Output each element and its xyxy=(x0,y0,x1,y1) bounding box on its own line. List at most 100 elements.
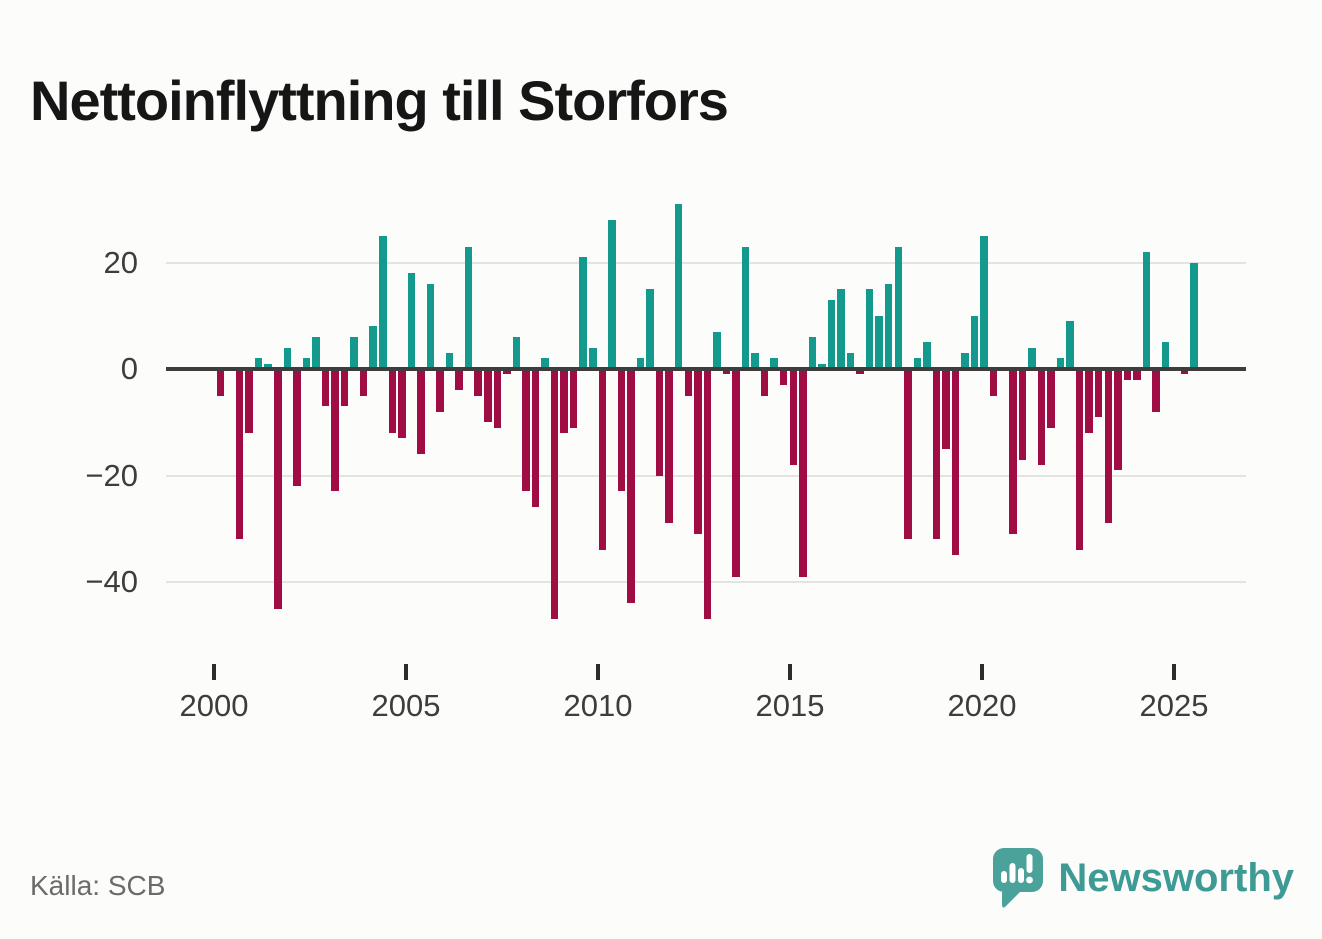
bar-2005K2 xyxy=(417,369,425,455)
bar-2004K3 xyxy=(388,369,397,433)
bar-2001K2 xyxy=(264,363,272,369)
bar-2013K2 xyxy=(722,369,731,375)
bar-2020K4 xyxy=(1009,369,1017,535)
bar-2011K2 xyxy=(646,289,654,369)
bar-2025K2 xyxy=(1180,369,1189,375)
bar-2005K3 xyxy=(426,283,435,369)
bar-2010K3 xyxy=(617,369,626,492)
bar-2014K2 xyxy=(760,369,769,396)
gridline-20 xyxy=(166,261,1246,264)
bar-2012K1 xyxy=(674,203,683,369)
x-tick-2000 xyxy=(212,664,216,680)
bar-2013K4 xyxy=(741,246,750,369)
bar-2004K4 xyxy=(398,369,406,439)
bar-2023K4 xyxy=(1123,369,1132,380)
bar-2022K2 xyxy=(1066,321,1074,369)
bar-2000K4 xyxy=(245,369,253,433)
bar-2017K2 xyxy=(875,315,883,369)
x-tick-label-2000: 2000 xyxy=(179,688,249,723)
bar-2002K3 xyxy=(312,337,320,369)
page-title: Nettoinflyttning till Storfors xyxy=(30,68,729,132)
bar-2015K1 xyxy=(789,369,797,465)
bar-2007K1 xyxy=(484,369,492,423)
bar-2021K3 xyxy=(1037,369,1046,465)
bar-2025K3 xyxy=(1190,262,1198,369)
bar-2009K2 xyxy=(569,369,578,428)
bar-2014K3 xyxy=(770,358,778,369)
brand-name: Newsworthy xyxy=(1058,855,1294,900)
bar-2018K1 xyxy=(904,369,912,540)
bar-2000K1 xyxy=(216,369,225,396)
bar-2001K1 xyxy=(254,358,263,369)
bar-2008K1 xyxy=(522,369,530,492)
bar-2010K4 xyxy=(627,369,635,604)
bar-2014K4 xyxy=(779,369,788,385)
bar-2013K1 xyxy=(713,331,721,369)
bar-2002K4 xyxy=(321,369,330,407)
bar-2015K3 xyxy=(808,337,817,369)
bar-2018K4 xyxy=(932,369,941,540)
x-tick-label-2010: 2010 xyxy=(563,688,633,723)
bar-2024K1 xyxy=(1133,369,1141,380)
bar-2017K4 xyxy=(894,246,903,369)
bar-2007K3 xyxy=(503,369,511,375)
bar-2021K1 xyxy=(1018,369,1027,460)
bar-2017K3 xyxy=(884,283,893,369)
bar-2019K3 xyxy=(961,353,969,369)
y-tick-label: −20 xyxy=(85,457,138,493)
bar-2021K2 xyxy=(1028,347,1036,369)
x-tick-2015 xyxy=(788,664,792,680)
y-tick-label: 20 xyxy=(103,244,138,280)
bar-2019K1 xyxy=(942,369,950,449)
bar-2023K3 xyxy=(1114,369,1122,471)
zero-axis-line xyxy=(166,367,1246,371)
bar-2020K2 xyxy=(989,369,998,396)
bar-2009K1 xyxy=(560,369,568,433)
bar-2023K1 xyxy=(1094,369,1103,417)
bar-2006K4 xyxy=(474,369,482,396)
bar-2016K4 xyxy=(856,369,864,375)
bar-2003K3 xyxy=(350,337,358,369)
x-tick-label-2015: 2015 xyxy=(755,688,825,723)
bar-2020K1 xyxy=(980,235,988,369)
bar-2016K2 xyxy=(837,289,845,369)
bar-2006K3 xyxy=(464,246,473,369)
bar-2015K4 xyxy=(818,363,826,369)
bar-2005K1 xyxy=(407,273,416,369)
bar-2007K4 xyxy=(512,337,521,369)
bar-2019K4 xyxy=(970,315,979,369)
bar-2006K1 xyxy=(445,353,454,369)
x-tick-2020 xyxy=(980,664,984,680)
bar-2001K3 xyxy=(274,369,282,609)
bar-2012K4 xyxy=(703,369,712,620)
x-tick-label-2020: 2020 xyxy=(947,688,1017,723)
bar-2014K1 xyxy=(751,353,759,369)
bar-2013K3 xyxy=(732,369,740,577)
bar-2002K1 xyxy=(293,369,301,487)
bar-2016K3 xyxy=(846,353,855,369)
bar-2023K2 xyxy=(1104,369,1113,524)
bar-2002K2 xyxy=(302,358,311,369)
bar-2009K3 xyxy=(579,257,587,369)
x-tick-label-2005: 2005 xyxy=(371,688,441,723)
speech-bubble-bar-chart-icon xyxy=(993,848,1044,908)
bar-2004K2 xyxy=(379,235,387,369)
bar-2011K4 xyxy=(665,369,673,524)
bar-2016K1 xyxy=(827,299,836,369)
bar-2003K4 xyxy=(359,369,368,396)
bar-2012K2 xyxy=(684,369,692,396)
x-tick-2010 xyxy=(596,664,600,680)
newsworthy-logo: Newsworthy xyxy=(992,843,1294,913)
bar-2015K2 xyxy=(799,369,807,577)
bar-2018K2 xyxy=(913,358,922,369)
source-label: Källa: SCB xyxy=(30,870,166,901)
bar-2000K3 xyxy=(235,369,244,540)
bar-2007K2 xyxy=(493,369,502,428)
bar-2006K2 xyxy=(455,369,463,391)
bar-2010K1 xyxy=(598,369,607,551)
bar-2009K4 xyxy=(589,347,597,369)
bar-2021K4 xyxy=(1047,369,1055,428)
y-tick-label: −40 xyxy=(85,564,138,599)
